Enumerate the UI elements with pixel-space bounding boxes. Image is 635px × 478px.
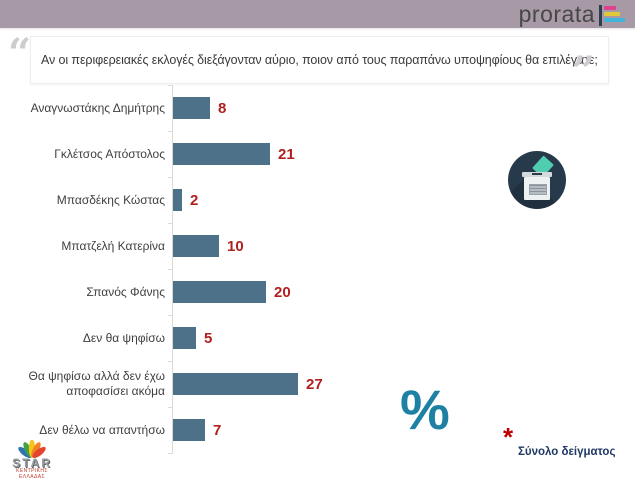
ballot-slot: [532, 173, 542, 175]
axis-tick: [168, 177, 173, 178]
logo-vertical-bar: [599, 4, 602, 26]
chart-axis: [168, 85, 173, 454]
bar-label: Σπανός Φάνης: [86, 284, 165, 299]
bar-row: Θα ψηφίσω αλλά δεν έχω αποφασίσει ακόμα …: [0, 361, 500, 407]
bar-label: Αναγνωστάκης Δημήτρης: [30, 100, 165, 115]
bar: [173, 189, 182, 211]
bar-value: 21: [278, 145, 295, 163]
bar-chart: Αναγνωστάκης Δημήτρης 8 Γκλέτσος Απόστολ…: [0, 85, 500, 454]
bar-row: Δεν θέλω να απαντήσω 7: [0, 407, 500, 453]
star-logo-icon: [18, 440, 46, 458]
question-text: Αν οι περιφερειακές εκλογές διεξάγονταν …: [41, 53, 598, 67]
bar-row: Μπατζελή Κατερίνα 10: [0, 223, 500, 269]
bar: [173, 235, 219, 257]
bar-label: Θα ψηφίσω αλλά δεν έχω αποφασίσει ακόμα: [28, 369, 165, 398]
star-logo-caption: ΚΕΝΤΡΙΚΗΣ ΕΛΛΑΔΑΣ: [16, 468, 48, 478]
bar-row: Σπανός Φάνης 20: [0, 269, 500, 315]
axis-tick: [168, 85, 173, 86]
prorata-logo: prorata: [519, 1, 625, 27]
star-logo-text: STAR: [12, 456, 52, 470]
bar-label: Μπατζελή Κατερίνα: [61, 238, 165, 253]
bar-row: Δεν θα ψηφίσω 5: [0, 315, 500, 361]
bar-label: Μπασδέκης Κώστας: [56, 192, 165, 207]
axis-tick: [168, 453, 173, 454]
bar: [173, 281, 266, 303]
open-quote-icon: “: [8, 30, 32, 77]
logo-bar-pink: [604, 5, 616, 10]
bar-value: 10: [227, 237, 244, 255]
footnote-asterisk: *: [503, 422, 514, 452]
bar-label: Γκλέτσος Απόστολος: [54, 146, 165, 161]
bar: [173, 97, 210, 119]
bar-row: Γκλέτσος Απόστολος 21: [0, 131, 500, 177]
logo-bar-cyan: [604, 17, 625, 22]
bar-row: Αναγνωστάκης Δημήτρης 8: [0, 85, 500, 131]
footnote-text: Σύνολο δείγματος: [518, 446, 616, 458]
percent-icon: %: [400, 378, 450, 441]
bar-label: Δεν θα ψηφίσω: [82, 330, 165, 345]
bar: [173, 327, 196, 349]
axis-tick: [168, 315, 173, 316]
bar-value: 8: [218, 99, 227, 117]
close-quote-icon: ”: [572, 48, 596, 95]
bar-value: 27: [306, 375, 323, 393]
header-band: [0, 0, 635, 28]
logo-bar-yellow: [604, 11, 620, 16]
bar: [173, 419, 205, 441]
axis-tick: [168, 361, 173, 362]
axis-tick: [168, 269, 173, 270]
axis-tick: [168, 407, 173, 408]
bar-value: 20: [274, 283, 291, 301]
ballot-box-icon: [508, 151, 566, 209]
chart-rows: Αναγνωστάκης Δημήτρης 8 Γκλέτσος Απόστολ…: [0, 85, 500, 453]
bar: [173, 143, 270, 165]
bar-value: 2: [190, 191, 199, 209]
prorata-barchart-icon: [599, 3, 625, 26]
bar-label: Δεν θέλω να απαντήσω: [39, 422, 165, 437]
axis-tick: [168, 131, 173, 132]
bar-value: 5: [204, 329, 213, 347]
prorata-logo-text: prorata: [518, 1, 595, 27]
ballot-box-label: [529, 184, 547, 195]
star-channel-logo: STAR ΚΕΝΤΡΙΚΗΣ ΕΛΛΑΔΑΣ: [3, 440, 61, 478]
bar: [173, 373, 298, 395]
bar-value: 7: [213, 421, 222, 439]
axis-tick: [168, 223, 173, 224]
question-card: Αν οι περιφερειακές εκλογές διεξάγονταν …: [30, 36, 609, 84]
bar-row: Μπασδέκης Κώστας 2: [0, 177, 500, 223]
